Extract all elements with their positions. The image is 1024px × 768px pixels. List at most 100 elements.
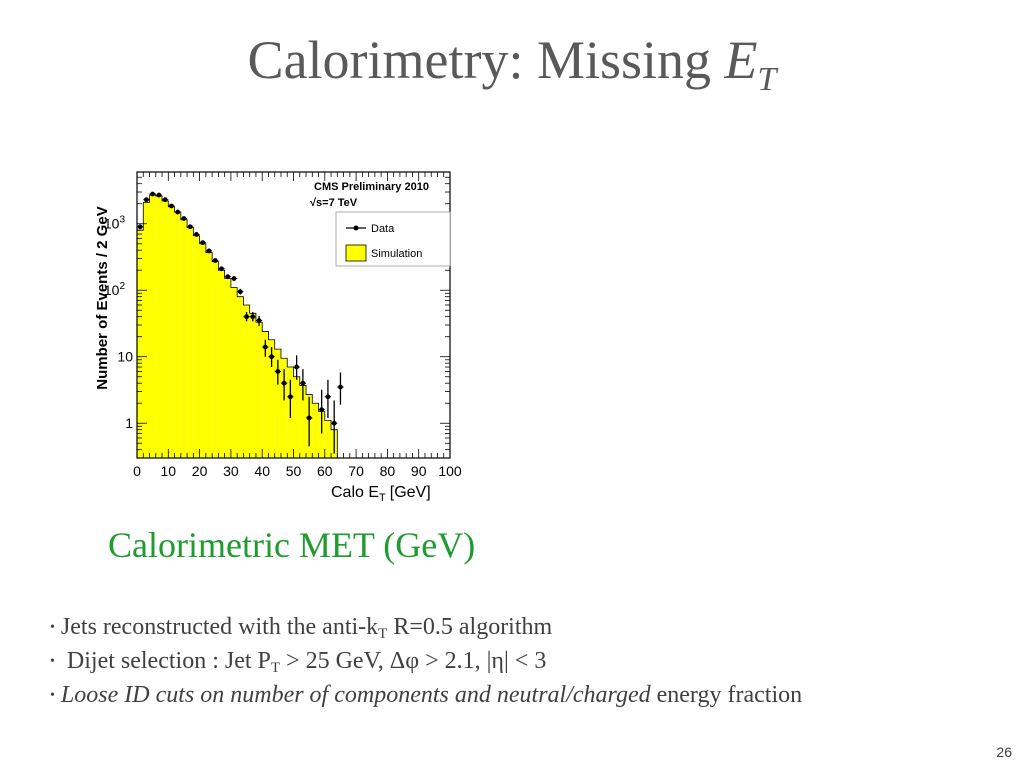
data-point [280,369,288,401]
data-marker [225,274,231,280]
data-point [143,197,150,203]
histogram-bin [243,304,250,458]
histogram-bin [324,420,332,458]
bullet-marker: • [50,620,55,635]
histogram-bin [155,196,163,458]
data-point [318,389,325,434]
bullet-text-italic: Loose ID cuts on number of components an… [60,682,651,708]
histogram-bin [162,200,169,459]
data-marker [294,364,300,370]
data-point [224,274,231,280]
data-marker [219,266,224,272]
data-point [149,191,156,197]
histogram-bin [180,219,188,458]
bullet-text: Dijet selection : Jet P [60,648,271,674]
chart-legend: Data Simulation [335,211,451,267]
data-point [212,258,219,263]
bullet-loose-id: • Loose ID cuts on number of components a… [50,682,802,709]
data-point [174,209,181,215]
data-point [293,355,300,380]
data-marker [187,224,193,230]
x-tick-label: 100 [438,463,462,479]
data-point [237,288,244,295]
data-marker [162,197,168,203]
data-marker [319,407,325,413]
x-tick-label: 30 [223,463,239,479]
data-point [268,347,275,368]
data-point [180,216,188,221]
histogram-bin [212,261,219,458]
histogram-bin [262,331,269,458]
data-point [230,276,238,281]
histogram-bin [193,235,200,458]
histogram-bin [255,322,263,458]
data-marker [262,344,268,350]
histogram-bin [205,252,213,458]
data-marker [244,314,249,320]
data-marker [143,197,149,203]
histogram-bin [274,349,281,458]
data-marker [194,232,199,237]
data-point [187,224,194,230]
data-point [162,197,169,203]
slide-title: Calorimetry: Missing ET [0,28,1024,101]
x-tick-label: 70 [348,463,364,479]
histogram-bin [149,195,156,458]
bullet-text-plain: energy fraction [650,682,803,708]
page-number: 26 [996,744,1012,760]
data-marker [269,354,274,360]
y-tick-label: 103 [104,215,126,232]
data-point [255,315,263,326]
histogram-bin [249,313,256,458]
title-subscript: T [757,61,777,98]
bullet-subscript: T [270,660,281,676]
x-axis-label-text: Calo E [331,484,379,501]
data-marker [231,276,237,281]
x-tick-label: 60 [317,463,333,479]
data-point [299,369,307,401]
data-point [193,232,200,237]
data-marker [150,191,156,197]
data-marker [175,209,181,215]
legend-data-marker [353,225,359,231]
data-marker [181,216,187,221]
histogram-bin [143,202,150,458]
histogram-bin [199,243,206,458]
data-point [155,192,163,198]
data-point [262,339,269,357]
x-tick-label: 90 [411,463,427,479]
bullet-text-after: R=0.5 algorithm [387,614,553,640]
histogram-bin [293,376,300,458]
x-tick-label: 20 [192,463,208,479]
bullet-text: Jets reconstructed with the anti-k [60,614,379,640]
data-point [205,248,213,254]
figure-caption: Calorimetric MET (GeV) [108,525,476,565]
y-tick-label: 102 [104,281,126,298]
histogram-bin [280,358,288,458]
data-point [306,396,313,447]
y-tick-label: 10 [117,349,133,365]
bullet-marker: • [50,654,55,669]
data-marker [287,394,293,400]
data-point [337,372,344,405]
title-variable: E [724,30,758,90]
histogram-bin [230,287,238,458]
x-axis-label-unit: [GeV] [390,484,431,501]
x-axis-label: Calo ET [GeV] [331,484,431,504]
legend-data-label: Data [371,223,395,235]
histogram-outline [136,194,344,459]
data-point [324,379,332,418]
bullet-jets: • Jets reconstructed with the anti-kT R=0… [50,614,552,643]
data-point [243,312,250,322]
histogram-bin [187,227,194,458]
x-tick-label: 10 [161,463,177,479]
data-marker [250,314,256,320]
data-marker [237,289,243,295]
x-tick-label: 80 [380,463,396,479]
data-marker [169,203,174,209]
x-ticks: 0 10 20 30 40 50 60 70 80 90 100 [133,172,462,479]
histogram-bin [168,206,175,458]
data-marker [331,420,337,426]
legend-box [335,211,451,267]
